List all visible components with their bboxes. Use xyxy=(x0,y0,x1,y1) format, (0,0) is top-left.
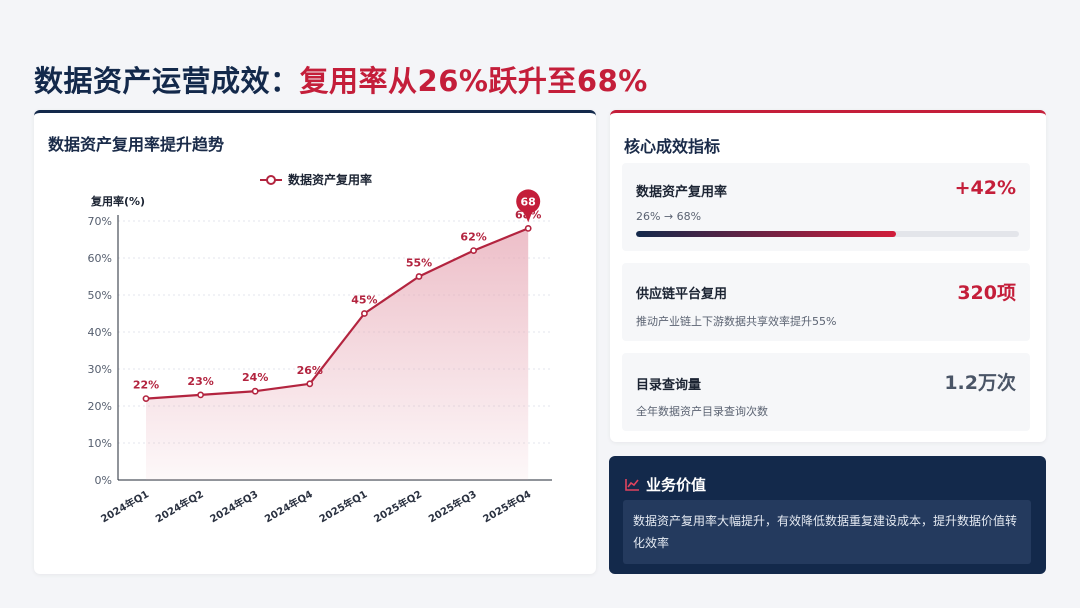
series-area xyxy=(146,228,529,480)
legend-label: 数据资产复用率 xyxy=(288,172,372,187)
business-value-title: 业务价值 xyxy=(646,476,707,494)
page-title: 数据资产运营成效：复用率从26%跃升至68% xyxy=(34,58,648,100)
y-tick-label: 40% xyxy=(88,326,112,339)
page-title-main: 数据资产运营成效： xyxy=(34,64,300,98)
data-label: 23% xyxy=(187,375,213,388)
business-value-text: 数据资产复用率大幅提升，有效降低数据重复建设成本，提升数据价值转化效率 xyxy=(623,500,1031,564)
x-tick-label: 2024年Q3 xyxy=(208,487,261,525)
x-tick-label: 2025年Q2 xyxy=(371,487,424,525)
line-chart: 0% 10% 20% 30% 40% 50% 60% 70% 复用率(%) 数据资产复用率 22% 2… xyxy=(88,172,552,525)
y-tick-label: 10% xyxy=(88,437,112,450)
x-tick-label: 2025年Q3 xyxy=(426,487,479,525)
y-tick-label: 0% xyxy=(95,474,112,487)
kpi-label: 目录查询量 xyxy=(636,378,702,393)
data-label: 55% xyxy=(406,257,432,270)
data-label: 26% xyxy=(297,364,323,377)
data-label: 22% xyxy=(133,379,159,392)
kpi-panel-title: 核心成效指标 xyxy=(624,137,721,156)
chart-panel: 数据资产复用率提升趋势 0% 10% 20% 30% 40% 50% 60% 70% 复用率(%… xyxy=(34,110,596,574)
x-tick-label: 2024年Q1 xyxy=(98,487,151,525)
data-point xyxy=(415,273,423,280)
data-point xyxy=(524,225,532,232)
kpi-sub: 26% → 68% xyxy=(636,210,702,223)
x-tick-label: 2024年Q2 xyxy=(153,487,206,525)
kpi-value: +42% xyxy=(954,177,1016,199)
trend-chart-icon xyxy=(625,478,640,491)
data-point xyxy=(197,391,204,399)
y-tick-label: 50% xyxy=(88,289,112,302)
kpi-card-catalog-queries: 目录查询量 1.2万次 全年数据资产目录查询次数 xyxy=(622,353,1030,431)
y-tick-label: 70% xyxy=(88,215,112,228)
kpi-panel: 核心成效指标 数据资产复用率 +42% 26% → 68% 供应链平台复用 32… xyxy=(610,110,1046,442)
kpi-card-supply-chain: 供应链平台复用 320项 推动产业链上下游数据共享效率提升55% xyxy=(622,263,1030,341)
y-tick-label: 60% xyxy=(88,252,112,265)
data-point xyxy=(142,395,150,402)
kpi-card-reuse-rate: 数据资产复用率 +42% 26% → 68% xyxy=(622,163,1030,251)
data-point xyxy=(251,387,259,395)
kpi-value: 1.2万次 xyxy=(944,372,1016,394)
y-tick-label: 20% xyxy=(88,400,112,413)
x-tick-label: 2025年Q1 xyxy=(317,487,370,525)
highlight-pin xyxy=(516,189,541,214)
y-tick-label: 30% xyxy=(88,363,112,376)
data-point xyxy=(306,380,314,388)
data-label: 24% xyxy=(242,371,268,384)
y-axis-label: 复用率(%) xyxy=(90,194,145,208)
chart-panel-title: 数据资产复用率提升趋势 xyxy=(48,135,225,154)
x-tick-label: 2024年Q4 xyxy=(262,487,315,525)
highlight-pin-label: 68 xyxy=(521,195,536,208)
kpi-sub: 推动产业链上下游数据共享效率提升55% xyxy=(636,315,837,328)
business-value-heading: 业务价值 xyxy=(625,474,706,495)
kpi-label: 供应链平台复用 xyxy=(636,287,728,302)
kpi-value: 320项 xyxy=(957,282,1016,304)
page-title-accent: 复用率从26%跃升至68% xyxy=(299,64,648,98)
kpi-label: 数据资产复用率 xyxy=(636,185,728,200)
series-line xyxy=(145,227,529,400)
data-label: 62% xyxy=(460,231,486,244)
kpi-progress-bar xyxy=(636,231,1019,237)
kpi-sub: 全年数据资产目录查询次数 xyxy=(636,405,768,418)
legend-swatch-marker xyxy=(266,175,276,185)
data-point xyxy=(470,247,477,254)
business-value-panel: 业务价值 数据资产复用率大幅提升，有效降低数据重复建设成本，提升数据价值转化效率 xyxy=(609,456,1046,574)
data-label: 45% xyxy=(351,294,377,307)
x-tick-label: 2025年Q4 xyxy=(481,487,534,525)
data-point xyxy=(360,310,368,317)
kpi-progress-fill xyxy=(636,231,897,237)
